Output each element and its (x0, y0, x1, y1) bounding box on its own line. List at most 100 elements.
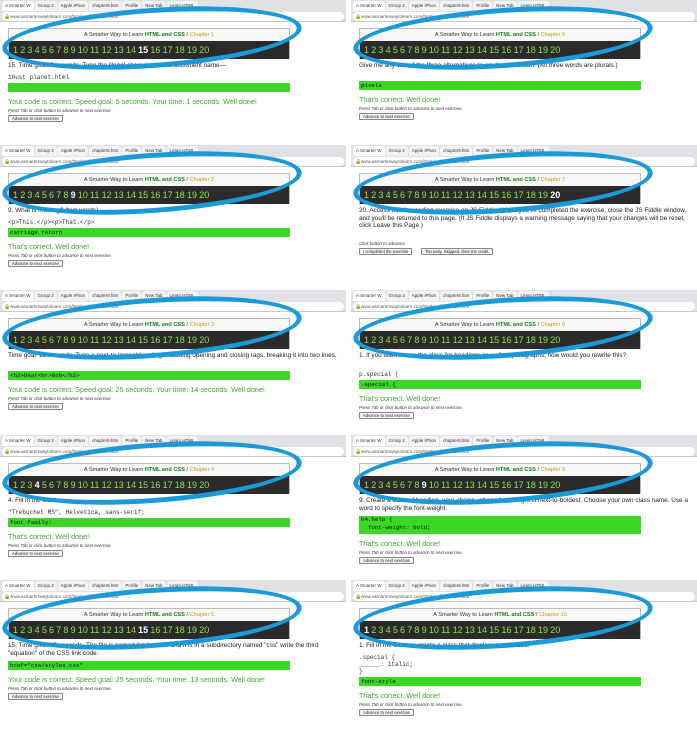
browser-tab[interactable]: New Tab (142, 436, 166, 446)
advance-button[interactable]: Advance to next exercise (359, 557, 414, 565)
browser-tab[interactable]: Apple iPhon (57, 146, 89, 156)
browser-tab[interactable]: Group 2 (34, 436, 57, 446)
exercise-number-link[interactable]: 14 (125, 480, 136, 490)
exercise-number-link[interactable]: 14 (476, 190, 487, 200)
browser-tab[interactable]: Apple iPhon (57, 291, 89, 301)
exercise-number-link[interactable]: 13 (464, 480, 475, 490)
exercise-number-link[interactable]: 5 (41, 190, 47, 200)
exercise-number-link[interactable]: 10 (77, 625, 88, 635)
exercise-number-link[interactable]: 16 (501, 190, 512, 200)
exercise-number-link[interactable]: 18 (525, 625, 536, 635)
exercise-number-link[interactable]: 3 (27, 335, 33, 345)
exercise-number-link[interactable]: 9 (421, 335, 427, 345)
exercise-number-link[interactable]: 16 (150, 480, 161, 490)
exercise-number-link[interactable]: 17 (513, 190, 524, 200)
exercise-number-link[interactable]: 13 (113, 190, 124, 200)
browser-tab[interactable]: Group 2 (385, 436, 408, 446)
exercise-number-link[interactable]: 6 (49, 480, 55, 490)
exercise-number-link[interactable]: 11 (90, 335, 100, 345)
browser-tab[interactable]: chapter9.htm (440, 436, 473, 446)
answer-input[interactable]: h4.help { font-weight: bold; (359, 516, 641, 535)
browser-tab[interactable]: Group 2 (34, 581, 57, 591)
exercise-number-link[interactable]: 3 (27, 480, 33, 490)
exercise-number-link[interactable]: 8 (63, 480, 69, 490)
exercise-number-link[interactable]: 19 (186, 190, 197, 200)
exercise-number-link[interactable]: 2 (371, 45, 377, 55)
exercise-number-link[interactable]: 1 (13, 480, 19, 490)
answer-input[interactable]: font-style (359, 676, 641, 686)
exercise-number-link[interactable]: 15 (489, 625, 500, 635)
browser-tab[interactable]: A Smarter W (353, 581, 385, 591)
advance-button[interactable]: Advance to next exercise (8, 693, 63, 701)
exercise-number-link[interactable]: 1 (13, 625, 19, 635)
exercise-number-link[interactable]: 17 (162, 480, 173, 490)
exercise-number-link[interactable]: 13 (113, 45, 124, 55)
exercise-number-link[interactable]: 4 (385, 190, 391, 200)
address-bar[interactable]: 🔒 www.asmarterwaytolearn.com/htmlcss/html… (2, 592, 344, 601)
address-bar[interactable]: 🔒 www.asmarterwaytolearn.com/htmlcss/html… (353, 157, 695, 166)
browser-tab[interactable]: Profile (122, 146, 142, 156)
address-bar[interactable]: 🔒 www.asmarterwaytolearn.com/htmlcss/html… (2, 447, 344, 456)
exercise-number-link[interactable]: 20 (199, 335, 210, 345)
exercise-number-link[interactable]: 3 (27, 190, 33, 200)
browser-tab[interactable]: Group 2 (385, 146, 408, 156)
exercise-number-link[interactable]: 2 (20, 335, 26, 345)
exercise-number-link[interactable]: 10 (428, 625, 439, 635)
exercise-number-link[interactable]: 12 (452, 335, 463, 345)
exercise-number-link[interactable]: 18 (174, 190, 185, 200)
browser-tab[interactable]: Learn HTML (517, 436, 549, 446)
exercise-number-link[interactable]: 17 (162, 190, 173, 200)
exercise-number-link[interactable]: 19 (186, 480, 197, 490)
browser-tab[interactable]: Profile (122, 581, 142, 591)
browser-tab[interactable]: Learn HTML (166, 436, 198, 446)
exercise-number-link[interactable]: 17 (162, 45, 173, 55)
exercise-number-link[interactable]: 6 (49, 335, 55, 345)
exercise-number-link[interactable]: 16 (501, 335, 512, 345)
exercise-number-link[interactable]: 7 (407, 335, 413, 345)
answer-input[interactable]: pixels (359, 81, 641, 91)
exercise-number-link[interactable]: 10 (77, 335, 88, 345)
exercise-number-link[interactable]: 9 (70, 190, 76, 200)
exercise-number-link[interactable]: 18 (525, 190, 536, 200)
exercise-number-link[interactable]: 13 (464, 45, 475, 55)
exercise-number-link[interactable]: 7 (407, 480, 413, 490)
browser-tab[interactable]: Learn HTML (517, 146, 549, 156)
exercise-number-link[interactable]: 14 (125, 190, 136, 200)
exercise-number-link[interactable]: 13 (113, 625, 124, 635)
exercise-number-link[interactable]: 8 (63, 45, 69, 55)
browser-tab[interactable]: Apple iPhon (408, 1, 440, 11)
exercise-number-link[interactable]: 3 (378, 335, 384, 345)
address-bar[interactable]: 🔒 www.asmarterwaytolearn.com/htmlcss/html… (353, 12, 695, 21)
exercise-number-link[interactable]: 19 (186, 45, 197, 55)
exercise-number-link[interactable]: 14 (476, 480, 487, 490)
exercise-number-link[interactable]: 5 (392, 335, 398, 345)
exercise-number-link[interactable]: 5 (41, 335, 47, 345)
exercise-number-link[interactable]: 9 (70, 625, 76, 635)
exercise-number-link[interactable]: 8 (414, 335, 420, 345)
exercise-number-link[interactable]: 9 (421, 625, 427, 635)
advance-button[interactable]: Advance to next exercise (8, 403, 63, 411)
exercise-number-link[interactable]: 10 (428, 190, 439, 200)
exercise-number-link[interactable]: 18 (525, 45, 536, 55)
exercise-number-link[interactable]: 11 (90, 625, 100, 635)
exercise-number-link[interactable]: 4 (385, 625, 391, 635)
browser-tab[interactable]: New Tab (493, 581, 517, 591)
exercise-number-link[interactable]: 12 (101, 625, 112, 635)
exercise-number-link[interactable]: 14 (125, 45, 136, 55)
exercise-number-link[interactable]: 2 (371, 335, 377, 345)
exercise-number-link[interactable]: 8 (63, 190, 69, 200)
browser-tab[interactable]: Apple iPhon (408, 581, 440, 591)
browser-tab[interactable]: A Smarter W (353, 146, 385, 156)
exercise-number-link[interactable]: 7 (56, 480, 62, 490)
exercise-number-link[interactable]: 20 (199, 190, 210, 200)
advance-button[interactable]: I completed the exercise (359, 248, 413, 256)
exercise-number-link[interactable]: 4 (385, 45, 391, 55)
exercise-number-link[interactable]: 7 (56, 190, 62, 200)
exercise-number-link[interactable]: 17 (513, 335, 524, 345)
browser-tab[interactable]: Learn HTML (166, 1, 198, 11)
exercise-number-link[interactable]: 2 (20, 480, 26, 490)
exercise-number-link[interactable]: 15 (489, 45, 500, 55)
exercise-number-link[interactable]: 11 (441, 45, 451, 55)
exercise-number-link[interactable]: 13 (464, 190, 475, 200)
exercise-number-link[interactable]: 5 (392, 625, 398, 635)
